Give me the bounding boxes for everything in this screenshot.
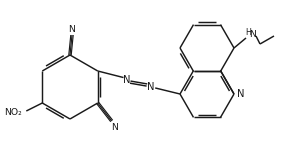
Text: N: N (69, 24, 76, 33)
Text: N: N (111, 123, 118, 132)
Text: NO₂: NO₂ (5, 108, 22, 116)
Text: H: H (245, 28, 251, 36)
Text: N: N (123, 75, 130, 85)
Text: N: N (237, 89, 245, 99)
Text: N: N (250, 29, 256, 39)
Text: N: N (147, 82, 155, 92)
